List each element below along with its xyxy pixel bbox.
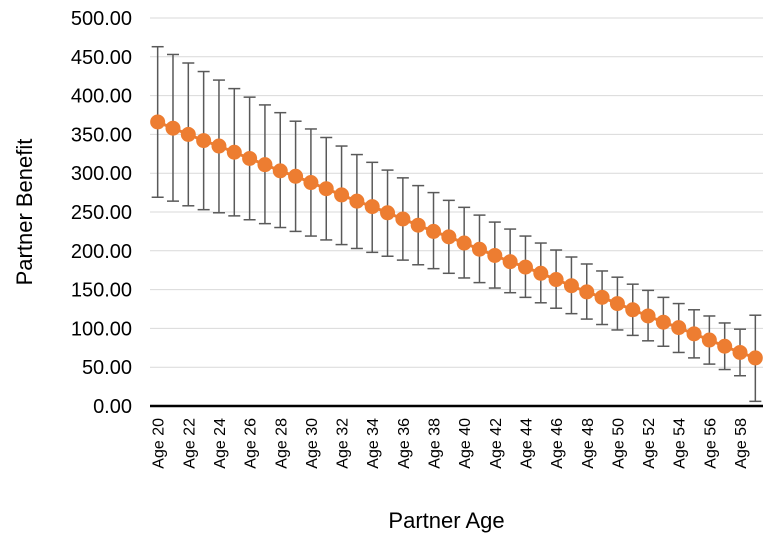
data-point (242, 150, 258, 166)
data-point (548, 272, 564, 288)
data-point (502, 254, 518, 270)
x-tick-label: Age 36 (396, 418, 413, 469)
x-tick-label: Age 20 (151, 418, 168, 469)
y-tick-label: 200.00 (71, 241, 132, 263)
data-point (180, 126, 196, 142)
y-tick-label: 300.00 (71, 163, 132, 185)
y-tick-label: 400.00 (71, 86, 132, 108)
data-point (196, 133, 212, 149)
data-point (686, 326, 702, 342)
series-line (157, 120, 756, 360)
x-tick-label: Age 30 (304, 418, 321, 469)
x-tick-label: Age 28 (273, 418, 290, 469)
x-tick-label: Age 50 (610, 418, 627, 469)
data-point (625, 302, 641, 318)
data-point (747, 350, 763, 366)
data-point (441, 229, 457, 245)
data-points (150, 114, 763, 366)
data-point (671, 320, 687, 336)
x-tick-label: Age 48 (580, 418, 597, 469)
data-point (334, 187, 350, 203)
y-tick-label: 50.00 (82, 357, 132, 379)
data-point (732, 344, 748, 360)
data-point (226, 144, 242, 160)
data-point (655, 314, 671, 330)
data-point (349, 193, 365, 209)
x-tick-label: Age 52 (641, 418, 658, 469)
y-tick-label: 100.00 (71, 318, 132, 340)
data-point (288, 168, 304, 184)
data-point (594, 289, 610, 305)
x-tick-label: Age 54 (672, 418, 689, 469)
gridlines (150, 17, 763, 368)
x-tick-label: Age 58 (733, 418, 750, 469)
series-polyline (157, 120, 756, 360)
y-tick-label: 150.00 (71, 280, 132, 302)
y-tick-label: 350.00 (71, 124, 132, 146)
y-axis-ticks: 0.00 50.00 100.00 150.00 200.00 250.00 300.00 3… (71, 8, 132, 418)
x-tick-label: Age 26 (243, 418, 260, 469)
data-point (303, 175, 319, 191)
data-point (426, 223, 442, 239)
x-tick-label: Age 38 (427, 418, 444, 469)
y-tick-label: 0.00 (93, 396, 132, 418)
x-tick-label: Age 42 (488, 418, 505, 469)
data-point (364, 199, 380, 215)
data-point (533, 265, 549, 281)
data-point (701, 332, 717, 348)
x-axis-ticks: Age 20 Age 22 Age 24 Age 26 Age 28 Age 30 Age … (151, 418, 750, 469)
x-tick-label: Age 34 (365, 418, 382, 469)
data-point (165, 120, 181, 136)
data-point (640, 308, 656, 324)
data-point (257, 157, 273, 173)
data-point (395, 211, 411, 227)
data-point (579, 284, 595, 300)
data-point (471, 241, 487, 257)
y-axis-title: Partner Benefit (12, 139, 37, 286)
data-point (410, 217, 426, 233)
data-point (609, 296, 625, 312)
data-point (272, 163, 288, 179)
y-tick-label: 500.00 (71, 8, 132, 30)
x-tick-label: Age 24 (212, 418, 229, 469)
y-tick-label: 250.00 (71, 202, 132, 224)
data-point (456, 235, 472, 251)
error-bars (151, 45, 762, 403)
data-point (318, 181, 334, 197)
data-point (380, 205, 396, 221)
y-tick-label: 450.00 (71, 47, 132, 69)
x-tick-label: Age 56 (702, 418, 719, 469)
data-point (150, 114, 166, 130)
data-point (487, 247, 503, 263)
x-tick-label: Age 46 (549, 418, 566, 469)
x-tick-label: Age 40 (457, 418, 474, 469)
data-point (563, 278, 579, 294)
data-point (211, 138, 227, 154)
x-tick-label: Age 22 (181, 418, 198, 469)
x-tick-label: Age 44 (518, 418, 535, 469)
x-tick-label: Age 32 (335, 418, 352, 469)
data-point (517, 259, 533, 275)
data-point (717, 338, 733, 354)
x-axis-title: Partner Age (388, 508, 504, 533)
